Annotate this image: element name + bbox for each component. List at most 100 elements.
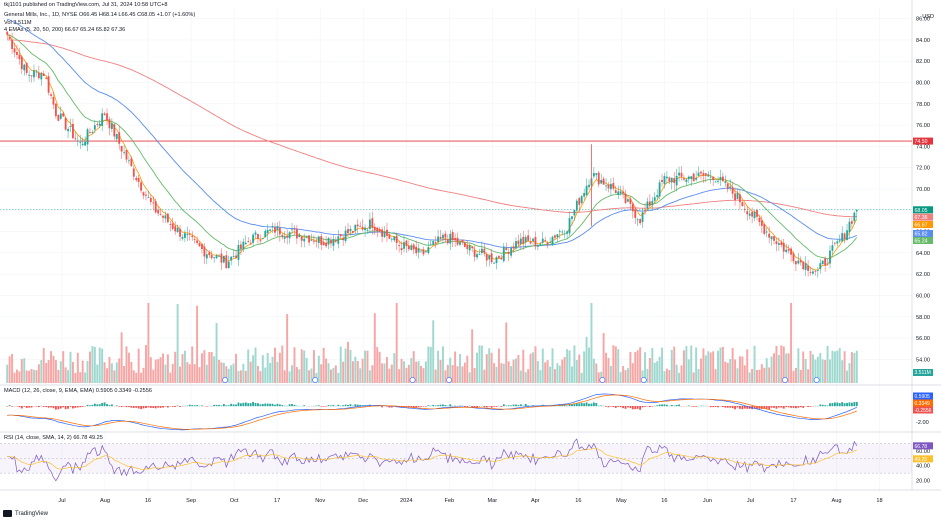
candle-body [74,138,76,139]
candle-body [668,177,670,181]
volume-bar [16,370,18,383]
volume-bar [401,359,403,383]
volume-bar [569,350,571,383]
macd-hist-bar [194,405,196,406]
volume-bar [724,362,726,383]
volume-bar [318,356,320,383]
volume-bar [279,353,281,383]
tradingview-brand[interactable]: TradingView [3,510,48,517]
candle-body [695,178,697,180]
volume-bar [552,348,554,383]
macd-hist-bar [9,405,11,406]
macd-hist-bar [279,404,281,406]
macd-badge-label: 0.5905 [915,394,931,400]
volume-bar [167,354,169,383]
macd-hist-bar [350,404,352,406]
candle-body [403,242,405,249]
candle-body [65,118,67,130]
candle-body [471,247,473,248]
volume-bar [849,363,851,383]
volume-bar [620,372,622,383]
macd-hist-bar [496,406,498,407]
volume-bar [48,360,50,383]
candle-body [632,204,634,212]
volume-bar [169,373,171,383]
candle-body [583,193,585,197]
macd-hist-bar [744,406,746,409]
macd-badge-label: -0.2556 [915,408,932,414]
volume-bar [384,363,386,383]
candle-body [21,57,23,69]
candle-body [729,187,731,189]
volume-bar [259,371,261,383]
rsi-badge-label: 49.25 [915,457,928,463]
volume-bar [493,363,495,383]
volume-bar [123,366,125,383]
volume-bar [515,359,517,383]
candle-body [272,226,274,227]
candle-body [754,212,756,218]
candle-body [483,249,485,254]
candle-body [116,134,118,139]
volume-bar [104,362,106,383]
candle-body [420,250,422,251]
candle-body [160,214,162,215]
time-tick-label: 16 [661,498,667,504]
macd-hist-bar [218,405,220,406]
volume-bar [517,355,519,383]
volume-bar [471,329,473,383]
candle-body [104,114,106,116]
candle-body [247,241,249,242]
candle-body [464,243,466,247]
volume-bar [695,348,697,383]
candle-body [834,243,836,244]
candle-body [26,63,28,73]
volume-bar [359,368,361,383]
candle-body [425,251,427,252]
volume-bar [179,367,181,383]
macd-hist-bar [676,405,678,406]
candle-body [761,220,763,225]
price-tick-label: 78.00 [916,102,930,108]
volume-bar [491,353,493,383]
macd-hist-bar [693,406,695,407]
volume-bar [155,360,157,383]
volume-bar [418,361,420,383]
candle-body [744,209,746,210]
volume-bar [829,360,831,383]
volume-bar [749,372,751,383]
volume-legend[interactable]: Vol 3.511M [4,20,32,27]
macd-hist-bar [822,405,824,406]
macd-hist-bar [846,403,848,406]
volume-bar [605,353,607,383]
macd-hist-bar [138,406,140,409]
volume-bar [737,368,739,383]
volume-bar [113,370,115,383]
candle-body [452,232,454,240]
candle-body [430,244,432,245]
candle-body [340,234,342,236]
volume-bar [659,357,661,383]
macd-hist-bar [48,406,50,408]
time-tick-label: 17 [274,498,280,504]
volume-bar [727,363,729,383]
macd-hist-bar [23,406,25,407]
price-tick-label: 74.00 [916,144,930,150]
macd-hist-bar [785,406,787,407]
macd-hist-bar [330,405,332,406]
volume-bar [252,355,254,383]
volume-bar [186,362,188,383]
candle-body [608,184,610,188]
event-marker-icon [222,377,227,382]
rsi-tick-label: 40.00 [916,464,930,470]
symbol-legend[interactable]: General Mills, Inc., 1D, NYSE O66.45 H68… [4,12,195,19]
candle-body [737,193,739,199]
volume-bar [732,348,734,383]
candle-body [610,184,612,189]
ema-legend[interactable]: 4 EMAs (5, 20, 50, 200) 66.67 65.24 65.8… [4,27,125,34]
time-tick-label: Jun [703,498,712,504]
macd-hist-bar [493,406,495,407]
macd-hist-bar [189,405,191,407]
